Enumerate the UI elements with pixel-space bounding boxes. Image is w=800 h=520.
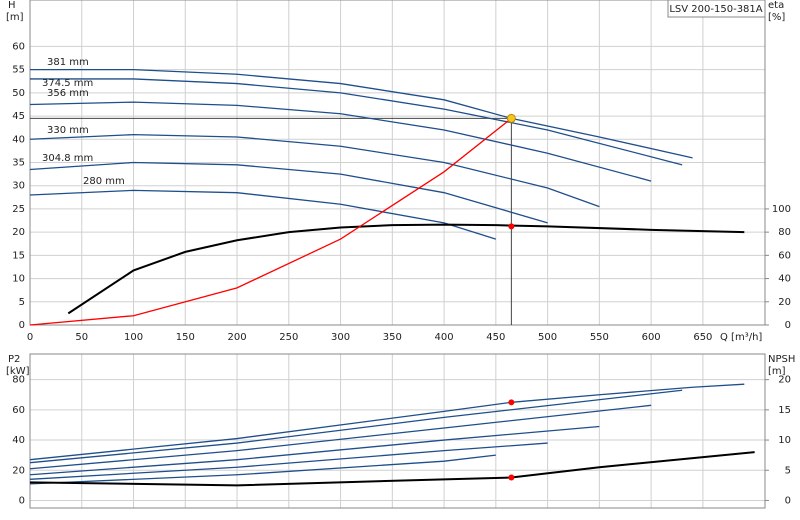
x-tick-label: 150 <box>176 332 195 343</box>
y-axis-unit: [kW] <box>6 366 30 377</box>
curve <box>29 117 512 326</box>
curve-label: 381 mm <box>47 57 89 68</box>
x-tick-label: 550 <box>590 332 609 343</box>
x-axis-label: Q [m³/h] <box>720 332 762 343</box>
y2-tick-label: 40 <box>778 274 791 285</box>
y-tick-label: 55 <box>12 65 25 76</box>
y2-axis-unit: [%] <box>768 12 785 23</box>
curve-label: 356 mm <box>47 88 89 99</box>
y2-tick-label: 100 <box>772 204 791 215</box>
title-box <box>667 0 766 18</box>
curve-label: 330 mm <box>47 125 89 136</box>
y2-tick-label: 0 <box>785 495 791 506</box>
curve-label: 304.8 mm <box>42 153 93 164</box>
x-tick-label: 600 <box>642 332 661 343</box>
plot-frame <box>29 0 766 326</box>
y-tick-label: 35 <box>12 158 25 169</box>
curve <box>29 404 652 470</box>
y2-tick-label: 5 <box>785 465 791 476</box>
curve <box>29 454 496 485</box>
curve <box>29 101 652 182</box>
y-tick-label: 0 <box>19 320 25 331</box>
y-tick-label: 10 <box>12 274 25 285</box>
chart-title: LSV 200-150-381A <box>669 4 762 15</box>
y-tick-label: 30 <box>12 181 25 192</box>
y2-tick-label: 10 <box>778 435 791 446</box>
y-tick-label: 40 <box>12 134 25 145</box>
curve <box>29 389 683 464</box>
x-tick-label: 50 <box>75 332 88 343</box>
y-tick-label: 20 <box>12 227 25 238</box>
duty-point <box>506 113 516 123</box>
x-tick-label: 250 <box>279 332 298 343</box>
y-tick-label: 80 <box>12 375 25 386</box>
y-tick-label: 50 <box>12 88 25 99</box>
curve <box>29 133 600 208</box>
y-tick-label: 15 <box>12 250 25 261</box>
y2-tick-label: 20 <box>778 375 791 386</box>
y2-axis-label: NPSH <box>768 354 795 365</box>
y2-tick-label: 20 <box>778 297 791 308</box>
y-tick-label: 60 <box>12 405 25 416</box>
y-tick-label: 25 <box>12 204 25 215</box>
x-tick-label: 350 <box>383 332 402 343</box>
x-tick-label: 200 <box>227 332 246 343</box>
curve <box>30 78 683 166</box>
curve <box>29 451 755 487</box>
y2-tick-label: 0 <box>785 320 791 331</box>
curve <box>67 223 745 315</box>
curve-label: 280 mm <box>83 176 125 187</box>
x-tick-label: 450 <box>486 332 505 343</box>
curve <box>29 442 548 480</box>
y2-tick-label: 15 <box>778 405 791 416</box>
y-tick-label: 45 <box>12 111 25 122</box>
curve <box>29 161 548 224</box>
curve <box>29 425 600 476</box>
duty-point-secondary <box>508 474 515 481</box>
y-axis-label: H <box>8 0 16 11</box>
curve-label: 374.5 mm <box>42 78 93 89</box>
x-tick-label: 300 <box>331 332 350 343</box>
x-tick-label: 500 <box>538 332 557 343</box>
y-tick-label: 5 <box>19 297 25 308</box>
y2-axis-label: eta <box>768 0 784 11</box>
duty-point <box>508 399 515 406</box>
y-axis-label: P2 <box>8 354 20 365</box>
x-tick-label: 650 <box>693 332 712 343</box>
x-tick-label: 100 <box>124 332 143 343</box>
curve <box>30 68 693 159</box>
plot-frame <box>29 353 766 509</box>
y-axis-unit: [m] <box>6 12 24 23</box>
y2-axis-unit: [m] <box>768 366 786 377</box>
y2-tick-label: 80 <box>778 227 791 238</box>
x-tick-label: 400 <box>435 332 454 343</box>
y-tick-label: 0 <box>19 495 25 506</box>
y2-tick-label: 60 <box>778 250 791 261</box>
x-tick-label: 0 <box>27 332 33 343</box>
y-tick-label: 60 <box>12 41 25 52</box>
y-tick-label: 20 <box>12 465 25 476</box>
y-tick-label: 40 <box>12 435 25 446</box>
duty-point-secondary <box>508 223 515 230</box>
